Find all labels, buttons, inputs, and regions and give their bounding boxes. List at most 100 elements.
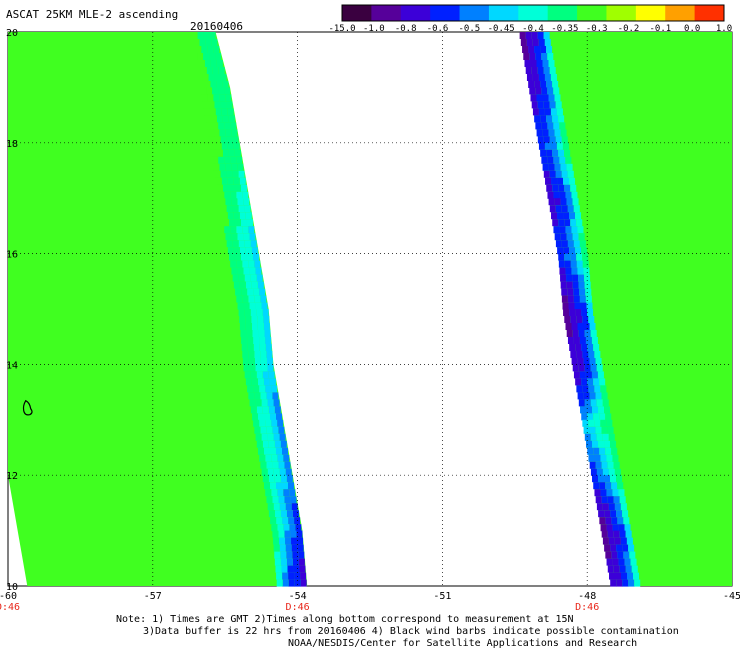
swath-cell <box>271 385 278 393</box>
swath-2 <box>519 32 732 587</box>
swath-cell <box>209 32 216 39</box>
swath-cell <box>620 503 627 511</box>
swath-cell <box>617 517 624 525</box>
swath-cell <box>595 496 602 504</box>
swath-cell <box>588 454 595 462</box>
swath-cell <box>596 503 603 511</box>
swath-cell <box>243 364 250 372</box>
swath-cell <box>594 419 601 427</box>
swath-cell <box>191 32 198 39</box>
swath-cell <box>234 219 241 227</box>
y-tick-label: 16 <box>6 250 18 261</box>
swath-cell <box>588 419 595 427</box>
swath-cell <box>260 426 267 434</box>
swath-cell <box>273 544 280 552</box>
swath-cell <box>601 392 608 400</box>
swath-cell <box>537 136 544 144</box>
swath-cell <box>519 32 526 39</box>
swath-cell <box>256 406 263 414</box>
swath-cell <box>244 309 251 316</box>
swath-cell <box>243 233 250 241</box>
swath-cell <box>576 351 583 358</box>
swath-cell <box>600 524 607 532</box>
swath-cell <box>250 240 257 248</box>
swath-cell <box>227 108 234 116</box>
swath-cell <box>582 351 589 358</box>
swath-cell <box>608 503 615 511</box>
time-label: D:46 <box>575 602 599 613</box>
swath-cell <box>271 524 278 532</box>
swath-cell <box>576 385 583 393</box>
swath-cell <box>249 267 256 275</box>
swath-cell <box>210 81 217 88</box>
swath-cell <box>203 53 210 60</box>
swath-cell <box>242 351 249 358</box>
swath-cell <box>552 81 559 88</box>
swath-cell <box>222 81 229 88</box>
swath-cell <box>595 461 602 469</box>
swath-cell <box>219 129 226 137</box>
x-tick-label: -45 <box>723 591 740 602</box>
swath-cell <box>612 558 619 566</box>
swath-cell <box>573 337 580 344</box>
swath-cell <box>240 253 247 261</box>
swath-cell <box>567 205 574 213</box>
swath-cell <box>295 524 302 532</box>
swath-cell <box>254 295 261 303</box>
swath-cell <box>552 115 559 123</box>
swath-cell <box>237 163 244 171</box>
swath-cell <box>586 440 593 448</box>
swath-cell <box>610 475 617 483</box>
swath-cell <box>578 281 585 289</box>
swath-cell <box>187 39 194 46</box>
x-tick-label: -57 <box>144 591 162 602</box>
swath-cell <box>558 260 565 268</box>
swath-cell <box>566 233 573 241</box>
swath-cell <box>614 503 621 511</box>
colorbar-segment <box>400 5 431 21</box>
swath-cell <box>608 537 615 545</box>
swath-cell <box>552 219 559 227</box>
swath-cell <box>572 233 579 241</box>
swath-cell <box>583 392 590 400</box>
swath-cell <box>631 565 638 573</box>
swath-cell <box>199 39 206 46</box>
swath-1 <box>8 32 308 587</box>
swath-cell <box>261 302 268 310</box>
swath-cell <box>558 253 565 261</box>
swath-cell <box>230 122 237 130</box>
swath-cell <box>538 108 545 116</box>
swath-cell <box>210 60 217 67</box>
swath-cell <box>260 351 267 358</box>
swath-cell <box>578 399 585 407</box>
swath-cell <box>264 413 271 421</box>
swath-cell <box>259 344 266 351</box>
swath-cell <box>247 337 254 344</box>
swath-cell <box>265 454 272 462</box>
swath-cell <box>269 378 276 386</box>
swath-cell <box>530 94 537 102</box>
chart-date: 20160406 <box>190 20 243 33</box>
swath-cell <box>555 205 562 213</box>
swath-cell <box>602 468 609 476</box>
swath-cell <box>298 558 305 566</box>
swath-cell <box>611 551 618 559</box>
swath-cell <box>614 572 621 580</box>
swath-cell <box>235 288 242 296</box>
swath-cell <box>583 426 590 434</box>
swath-cell <box>288 572 295 580</box>
swath-cell <box>248 260 255 268</box>
swath-cell <box>571 323 578 330</box>
swath-cell <box>579 371 586 379</box>
swath-cell <box>200 87 207 95</box>
swath-cell <box>218 122 225 130</box>
swath-cell <box>523 53 530 60</box>
swath-cell <box>549 170 556 178</box>
swath-cell <box>546 184 553 192</box>
swath-cell <box>234 149 241 157</box>
colorbar-segment <box>665 5 696 21</box>
swath-cell <box>222 219 229 227</box>
swath-cell <box>560 281 567 289</box>
swath-cell <box>604 406 611 414</box>
swath-cell <box>204 60 211 67</box>
